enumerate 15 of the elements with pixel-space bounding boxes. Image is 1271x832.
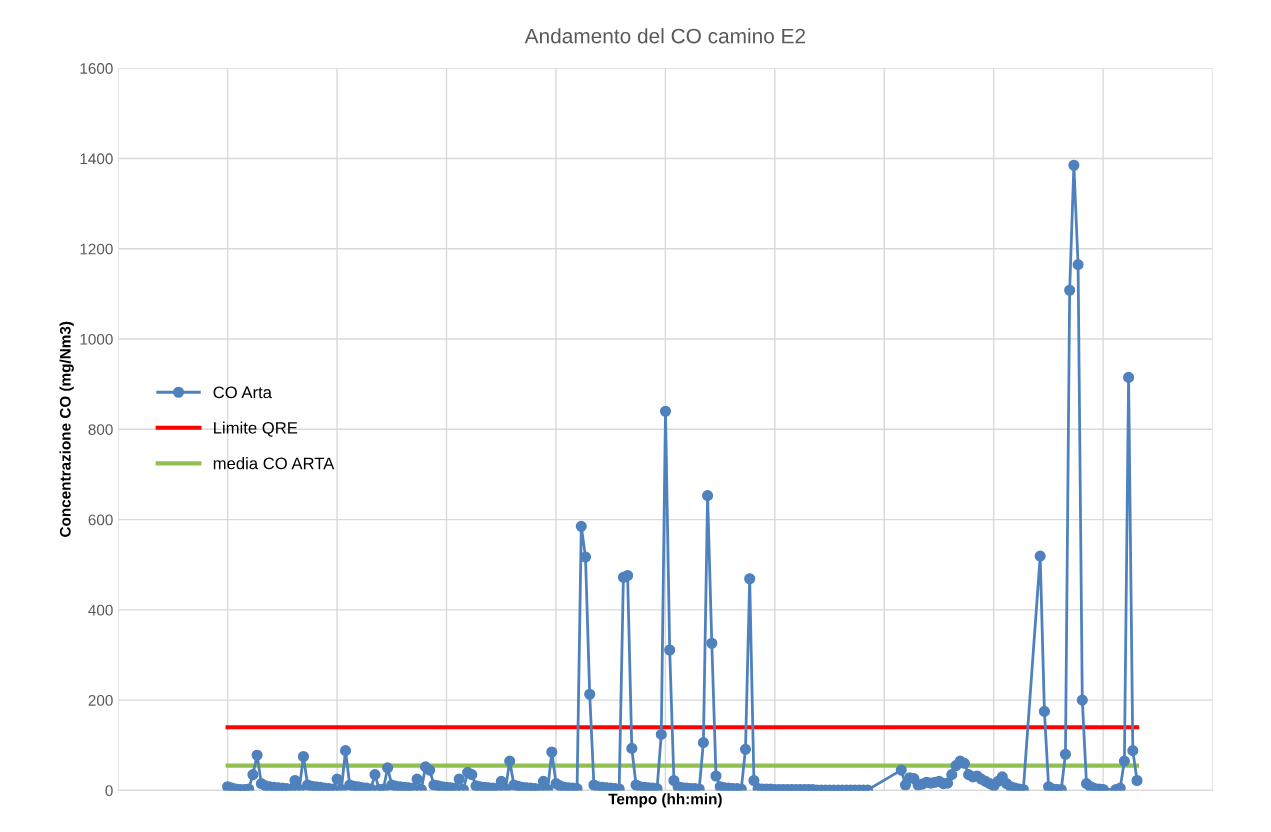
y-tick-label: 1400 (80, 153, 113, 165)
y-axis-title: Concentrazione CO (mg/Nm3) (59, 321, 74, 537)
y-tick-label: 1200 (80, 243, 113, 255)
chart-title: Andamento del CO camino E2 (524, 28, 806, 44)
y-tick-label: 1000 (80, 333, 113, 345)
y-tick-label: 200 (88, 695, 113, 706)
y-tick-label: 400 (88, 604, 113, 616)
y-tick-label: 600 (88, 514, 113, 526)
legend-label: CO Arta (213, 386, 272, 399)
y-tick-label: 1600 (80, 63, 113, 74)
y-tick-label: 0 (105, 785, 113, 797)
legend-label: media CO ARTA (213, 457, 335, 470)
legend-label: Limite QRE (214, 421, 298, 437)
x-axis-title: Tempo (hh:min) (608, 793, 722, 808)
y-tick-label: 800 (88, 424, 113, 435)
